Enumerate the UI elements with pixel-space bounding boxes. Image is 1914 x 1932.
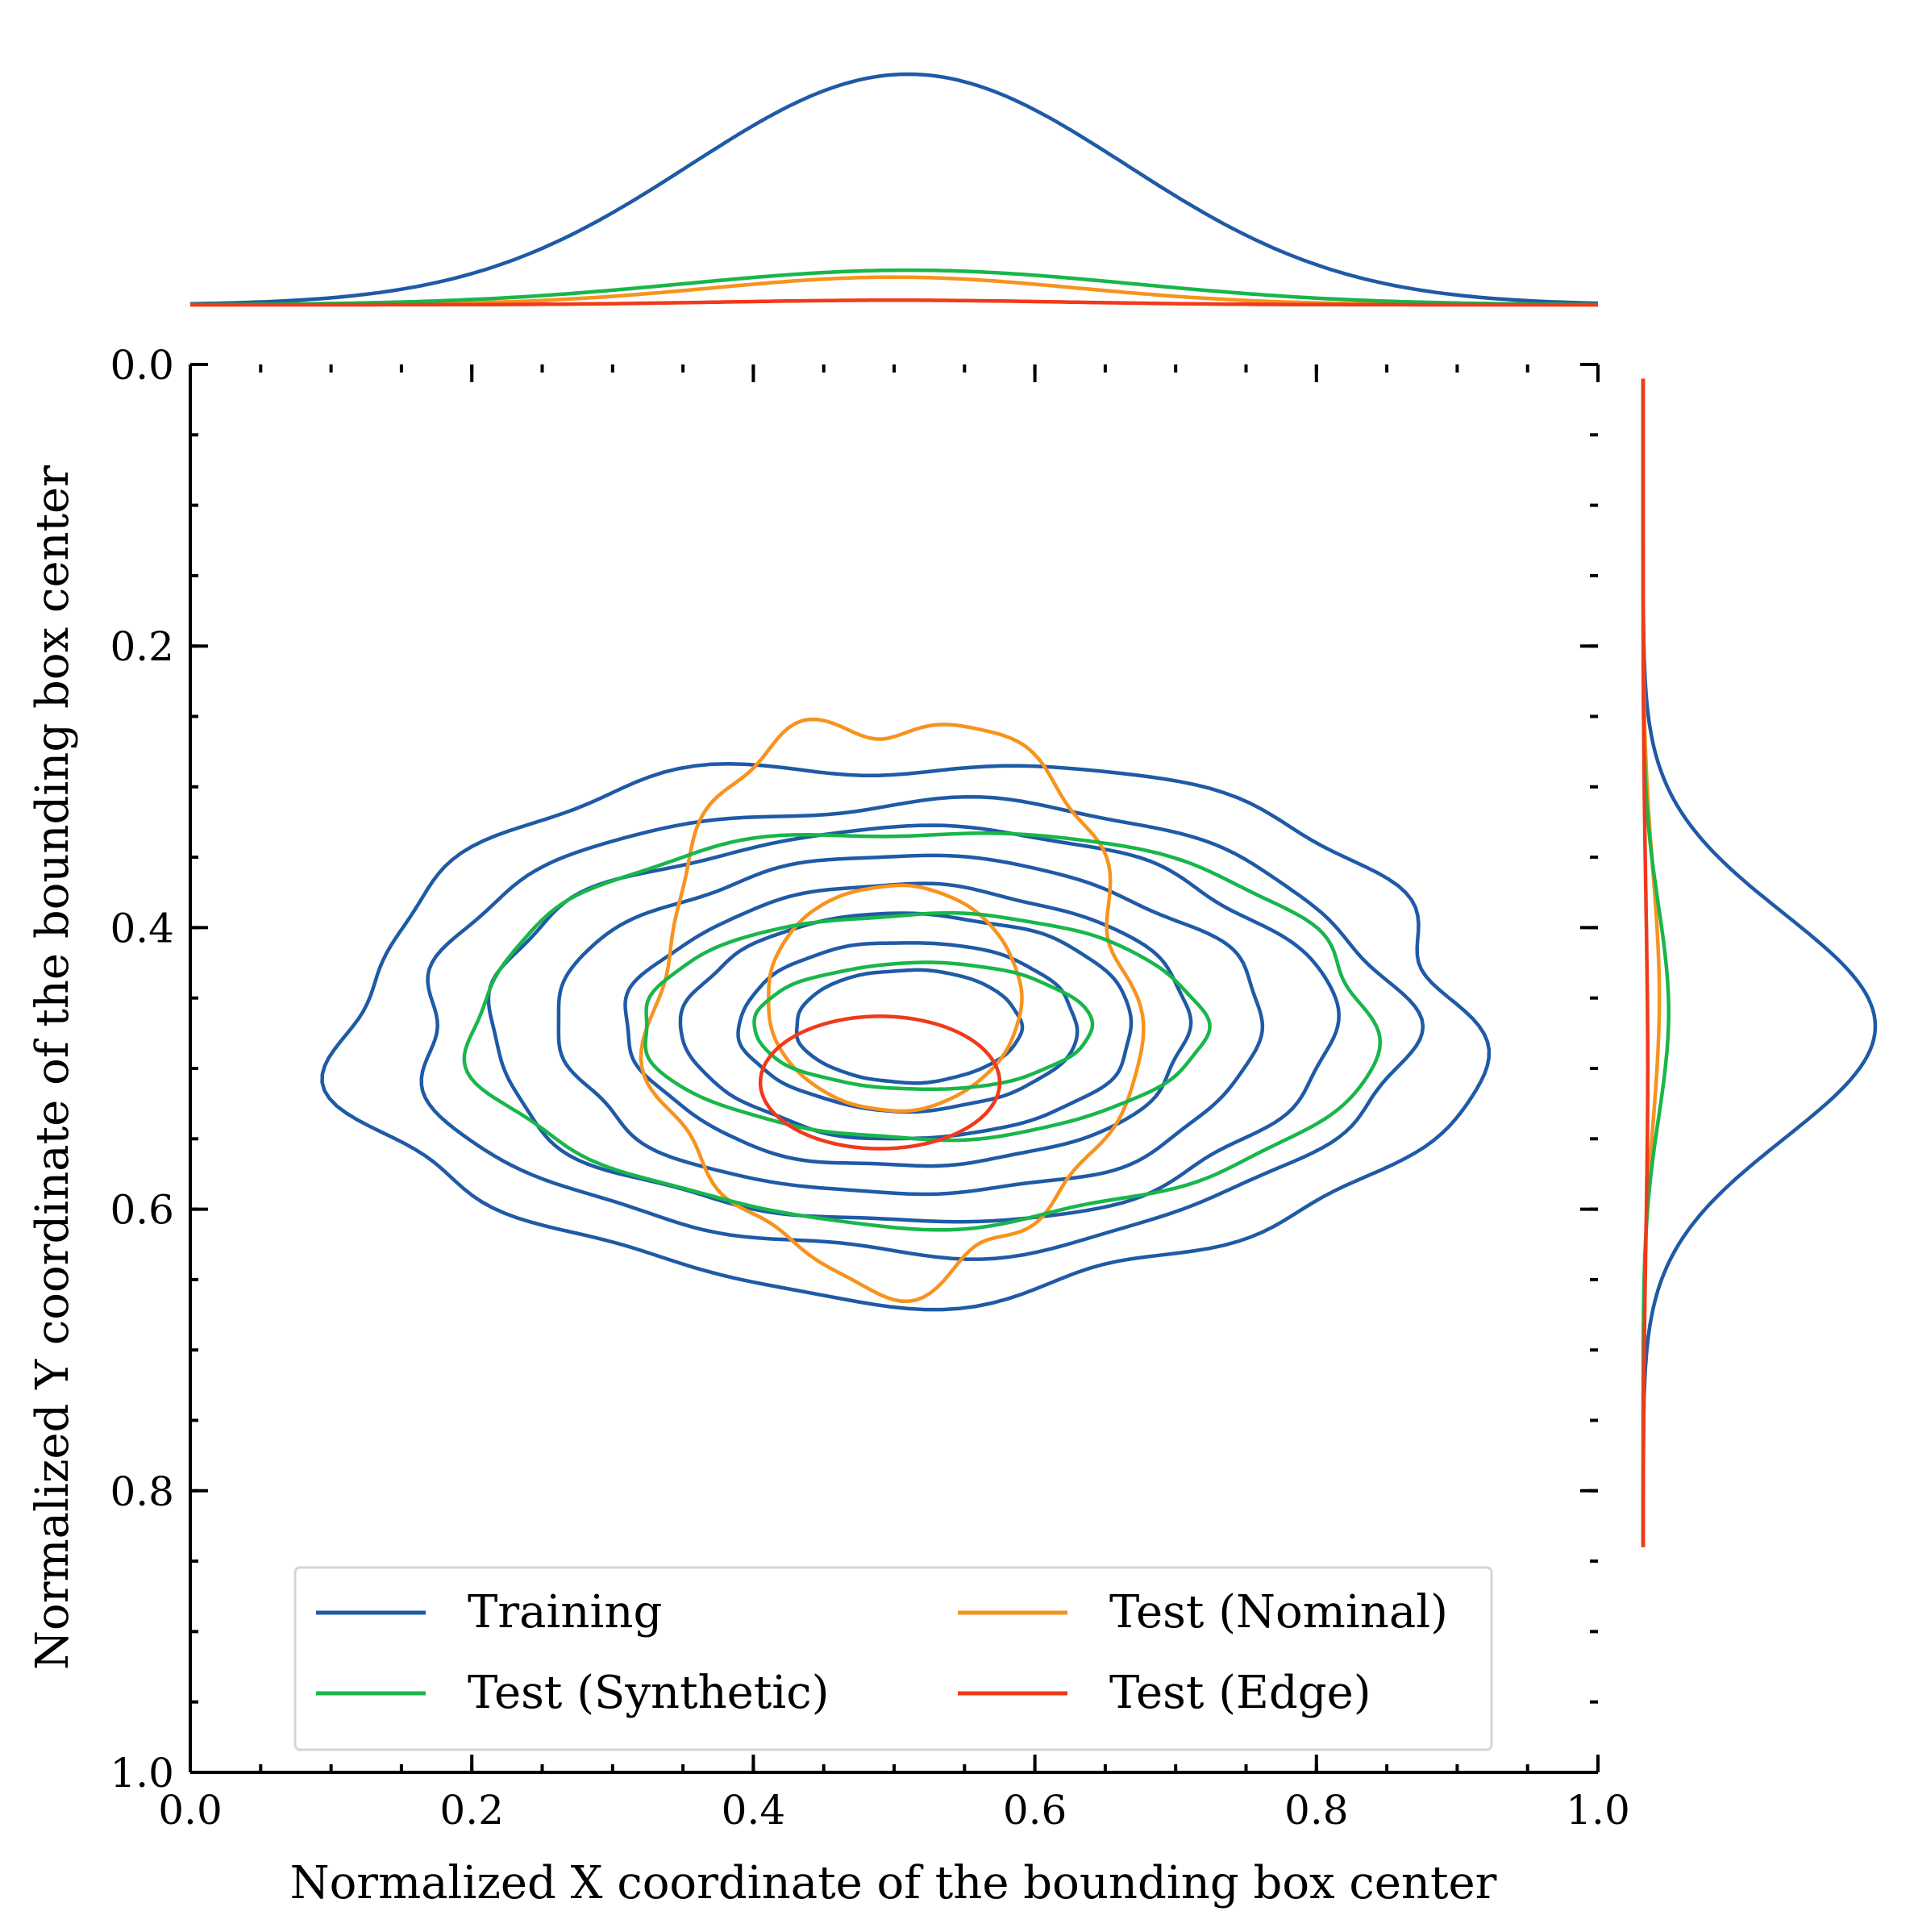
- training-contour-8: [794, 968, 1025, 1085]
- x-tick-label: 0.6: [1003, 1787, 1067, 1834]
- synthetic-legend-label: Test (Synthetic): [468, 1667, 829, 1719]
- y-tick-label: 0.4: [110, 905, 174, 951]
- top-marginal-kde: [189, 72, 1599, 307]
- legend: Training Test (Nominal) Test (Synthetic) Te…: [293, 1566, 1493, 1751]
- x-axis-label: Normalized X coordinate of the bounding …: [290, 1857, 1497, 1909]
- synthetic-x-marginal: [190, 268, 1598, 306]
- y-tick-label: 0.8: [110, 1468, 174, 1515]
- x-tick-label: 1.0: [1566, 1787, 1630, 1834]
- training-legend-label: Training: [468, 1586, 662, 1638]
- synthetic-contour-3: [752, 960, 1095, 1092]
- nominal-contour-1: [639, 717, 1146, 1304]
- training-y-marginal: [1641, 378, 1878, 1547]
- nominal-contour-2: [767, 883, 1024, 1114]
- legend-box: [293, 1566, 1493, 1751]
- training-x-marginal: [189, 72, 1599, 306]
- right-marginal-kde: [1641, 378, 1878, 1547]
- edge-y-marginal: [1641, 378, 1650, 1547]
- y-tick-label: 0.6: [110, 1187, 174, 1234]
- training-contour-7: [736, 941, 1080, 1114]
- y-axis-label: Normalized Y coordinate of the bounding …: [27, 465, 79, 1670]
- training-contour-4: [556, 853, 1265, 1197]
- x-tick-label: 0.8: [1284, 1787, 1349, 1834]
- main-axes: 0.0 0.2 0.4 0.6 0.8 1.00.00.20.40.60.81.0: [110, 342, 1629, 1834]
- training-contour-3: [486, 823, 1341, 1224]
- x-tick-label: 0.2: [439, 1787, 504, 1834]
- y-tick-label: 0.2: [110, 623, 174, 670]
- nominal-legend-label: Test (Nominal): [1109, 1586, 1448, 1638]
- training-contour-6: [678, 911, 1134, 1141]
- training-contour-1: [320, 761, 1492, 1312]
- y-tick-label: 0.0: [110, 342, 174, 389]
- training-contour-2: [419, 794, 1425, 1261]
- x-tick-label: 0.0: [158, 1787, 223, 1834]
- synthetic-contour-1: [462, 831, 1383, 1232]
- training-contour-5: [623, 881, 1193, 1168]
- edge-contour-1: [758, 1014, 1002, 1151]
- y-tick-label: 1.0: [110, 1750, 174, 1797]
- x-tick-label: 0.4: [722, 1787, 786, 1834]
- synthetic-contour-2: [643, 910, 1212, 1143]
- edge-legend-label: Test (Edge): [1109, 1667, 1371, 1719]
- contour-plot: [320, 717, 1492, 1312]
- edge-x-marginal: [190, 298, 1598, 307]
